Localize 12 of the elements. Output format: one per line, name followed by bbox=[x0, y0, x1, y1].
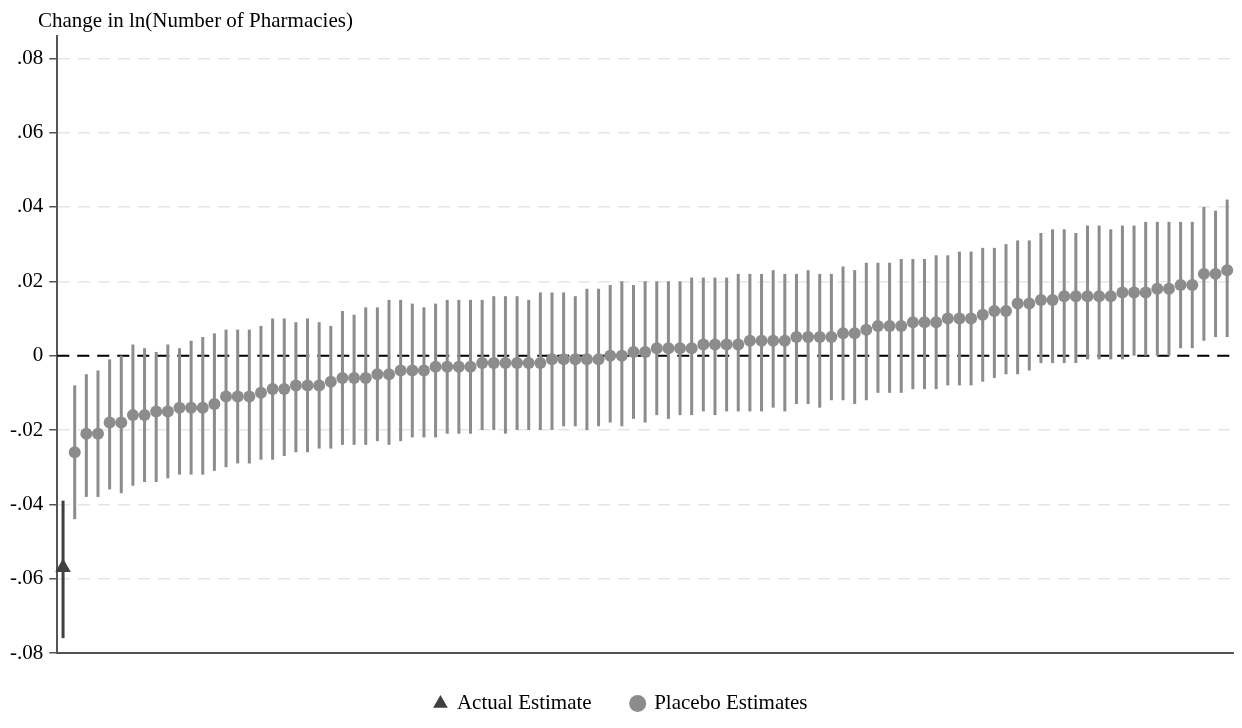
y-tick-label: -.04 bbox=[9, 490, 44, 515]
y-tick-label: 0 bbox=[32, 342, 44, 367]
y-tick-label: -.06 bbox=[9, 565, 44, 590]
y-tick-label: -.02 bbox=[9, 416, 44, 441]
y-tick-label: .08 bbox=[16, 44, 44, 69]
legend-label: Actual Estimate bbox=[456, 690, 592, 715]
legend-label: Placebo Estimates bbox=[654, 690, 808, 715]
y-axis-title: Change in ln(Number of Pharmacies) bbox=[38, 8, 353, 32]
y-tick-label: .02 bbox=[16, 267, 44, 292]
y-tick-label: .06 bbox=[16, 119, 44, 144]
y-tick-label: .04 bbox=[16, 193, 44, 218]
y-tick-label: -.08 bbox=[9, 639, 44, 664]
